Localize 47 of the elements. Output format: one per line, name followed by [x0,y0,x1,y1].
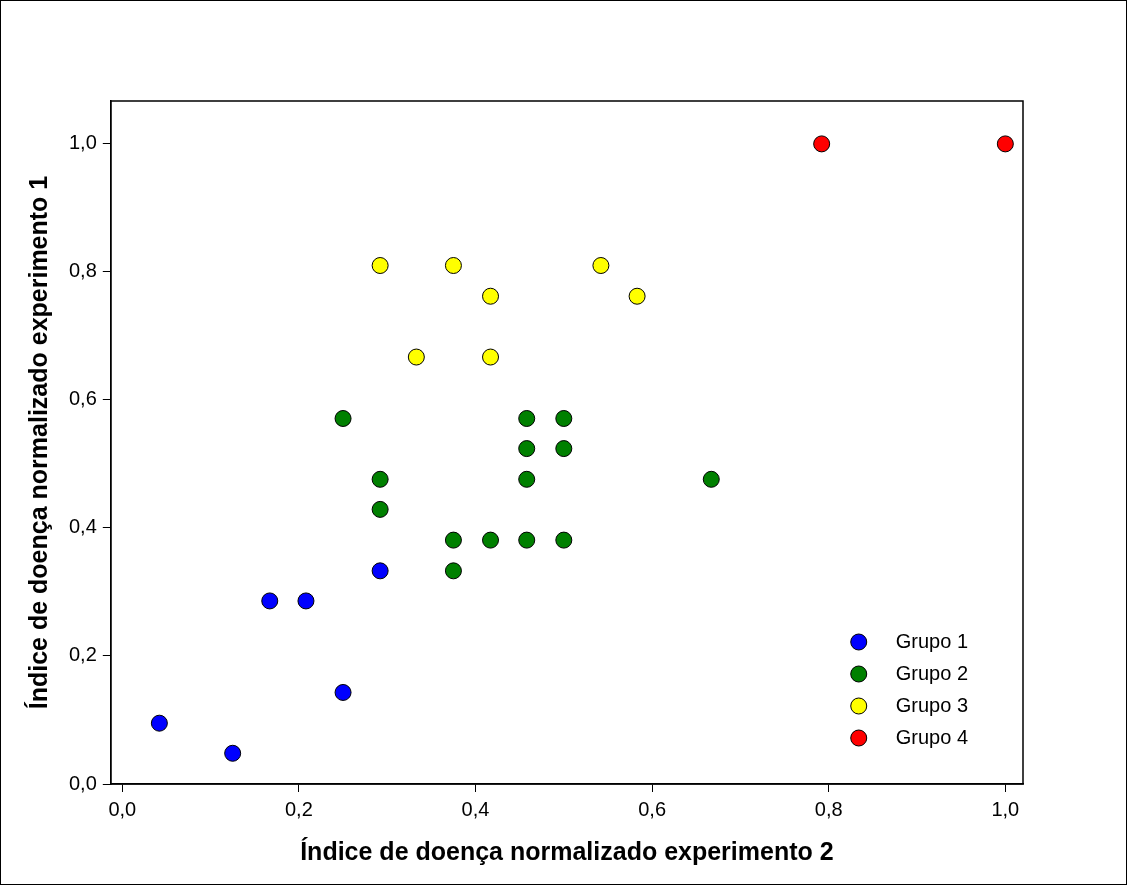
point [150,714,168,732]
point [407,348,425,366]
legend-label: Grupo 2 [895,661,968,684]
point [334,410,352,427]
point [518,531,536,549]
point [555,410,573,427]
y-tick-label: 0,6 [68,387,97,410]
point [555,440,573,458]
point [371,257,389,275]
point [444,257,462,275]
point [371,470,389,488]
x-tick-label: 0,4 [461,797,490,820]
point [482,348,500,366]
point [555,531,573,549]
point [628,287,646,305]
point [444,531,462,549]
y-tick-label: 0,2 [68,643,97,666]
y-tick-label: 0,4 [68,515,97,538]
point [518,410,536,427]
x-tick-label: 0,0 [108,797,137,820]
point [482,287,500,305]
x-tick-label: 0,8 [814,797,843,820]
legend-label: Grupo 3 [895,693,968,716]
point [996,135,1014,153]
point [702,470,720,488]
legend-label: Grupo 1 [895,629,968,652]
point [813,135,831,153]
y-tick-label: 0,8 [68,259,97,282]
point [224,744,242,762]
point [371,562,389,580]
point [482,531,500,549]
y-tick-label: 1,0 [68,131,97,154]
point [371,500,389,518]
y-axis-title: Índice de doença normalizado experimento 1 [23,175,52,710]
point [518,470,536,488]
point [334,683,352,701]
point [444,562,462,580]
y-tick-label: 0,0 [68,771,97,794]
point [592,257,610,275]
x-axis-title: Índice de doença normalizado experimento 2 [300,836,834,865]
legend-label: Grupo 4 [895,725,968,748]
x-tick-label: 0,2 [284,797,313,820]
point [261,592,279,610]
point [518,440,536,458]
point [297,592,315,610]
x-tick-label: 1,0 [991,797,1020,820]
x-tick-label: 0,6 [638,797,667,820]
